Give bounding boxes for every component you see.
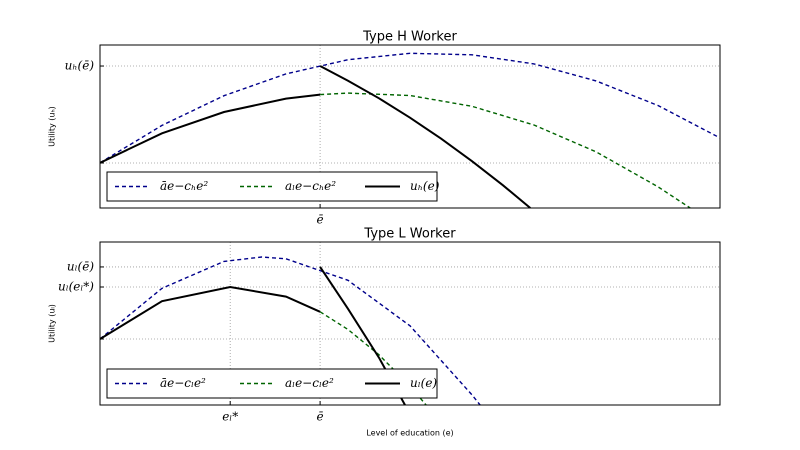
y-tick-label: uₗ(ē) bbox=[67, 259, 94, 273]
legend-label: aₗe−cₕe² bbox=[285, 179, 336, 193]
y-tick-label: uₗ(eₗ*) bbox=[58, 279, 94, 293]
series-line bbox=[320, 92, 691, 208]
legend-label: āe−cₗe² bbox=[160, 376, 206, 390]
x-tick-label: eₗ* bbox=[222, 410, 238, 424]
plot-frame bbox=[99, 241, 721, 406]
y-axis-label: Utility (uₗ) bbox=[48, 304, 57, 343]
plot-frame bbox=[99, 44, 721, 209]
legend-label: uₗ(e) bbox=[410, 376, 437, 390]
legend-label: uₕ(e) bbox=[410, 179, 440, 193]
panel-title: Type H Worker bbox=[362, 30, 457, 45]
legend-label: āe−cₕe² bbox=[160, 179, 208, 193]
series-line bbox=[100, 65, 531, 208]
series-line bbox=[319, 311, 427, 405]
y-tick-label: uₕ(ē) bbox=[65, 59, 95, 73]
x-tick-label: ē bbox=[317, 410, 324, 424]
series-line bbox=[100, 52, 720, 164]
y-axis-label: Utility (uₕ) bbox=[48, 106, 57, 147]
plot-area bbox=[100, 52, 720, 208]
x-tick-label: ē bbox=[317, 213, 324, 227]
series-line bbox=[100, 256, 481, 405]
panel-title: Type L Worker bbox=[363, 227, 456, 242]
x-axis-label: Level of education (e) bbox=[366, 429, 453, 438]
legend-label: aₗe−cₗe² bbox=[285, 376, 334, 390]
